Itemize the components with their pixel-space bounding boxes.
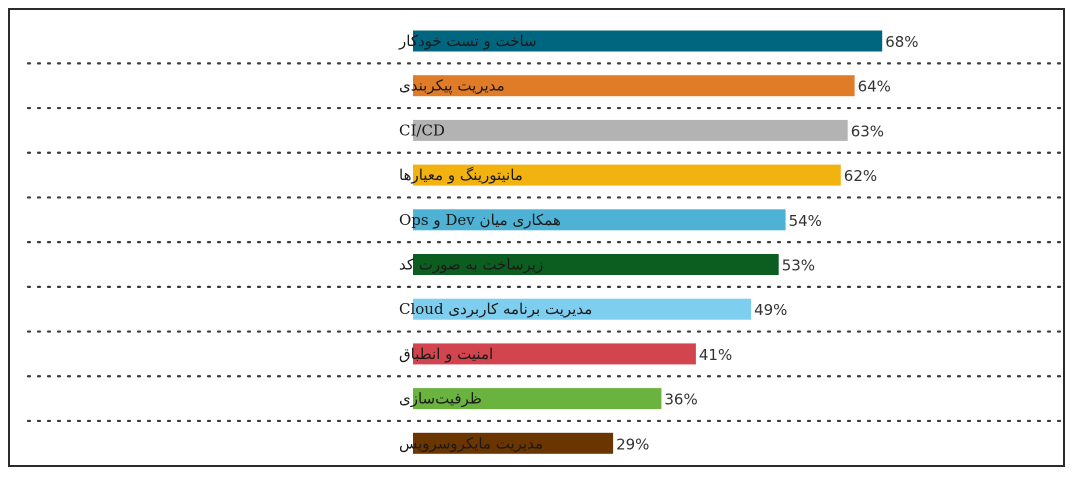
bar [413,209,786,231]
bar [413,164,841,186]
bar [413,119,848,141]
bar [413,75,855,97]
value-label: 29% [616,435,649,453]
category-label: مدیریت پیکربندی [399,77,505,95]
category-label: مدیریت مایکروسرویس [399,434,543,452]
value-label: 63% [851,122,884,140]
value-label: 41% [699,346,732,364]
value-label: 49% [754,301,787,319]
category-label: ساخت و تست خودکار [398,32,537,50]
category-label: مدیریت برنامه کاربردی Cloud [399,300,592,318]
bar [413,388,662,410]
category-label: امنیت و انطباق [399,345,493,363]
bar [413,30,883,52]
category-label: ظرفیت‌سازی [399,390,482,408]
category-label: همکاری میان Dev و Ops [399,211,561,229]
bar [413,254,779,275]
bar [413,432,614,454]
bar [413,343,696,365]
value-label: 53% [782,257,815,275]
bar [413,298,752,320]
value-label: 62% [844,167,877,185]
category-label: زیرساخت به صورت کد [399,256,543,274]
value-label: 64% [858,78,891,96]
category-label: CI/CD [399,121,445,139]
category-label: مانیتورینگ و معیارها [399,166,523,184]
value-label: 54% [789,212,822,230]
value-label: 36% [664,391,697,409]
value-label: 68% [885,33,918,51]
